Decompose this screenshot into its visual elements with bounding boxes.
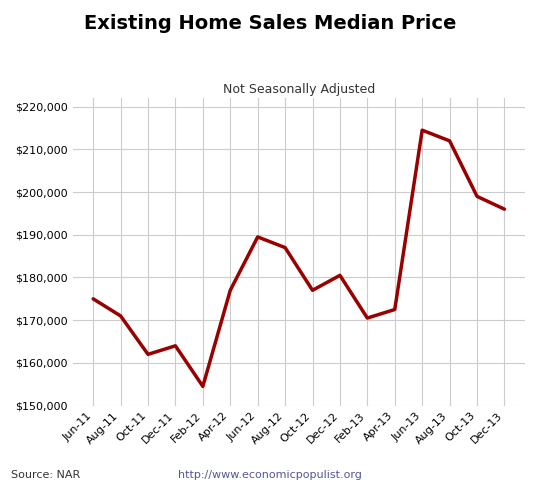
Text: Source: NAR: Source: NAR	[11, 469, 80, 480]
Text: http://www.economicpopulist.org: http://www.economicpopulist.org	[178, 469, 362, 480]
Title: Not Seasonally Adjusted: Not Seasonally Adjusted	[222, 83, 375, 96]
Text: Existing Home Sales Median Price: Existing Home Sales Median Price	[84, 14, 456, 34]
